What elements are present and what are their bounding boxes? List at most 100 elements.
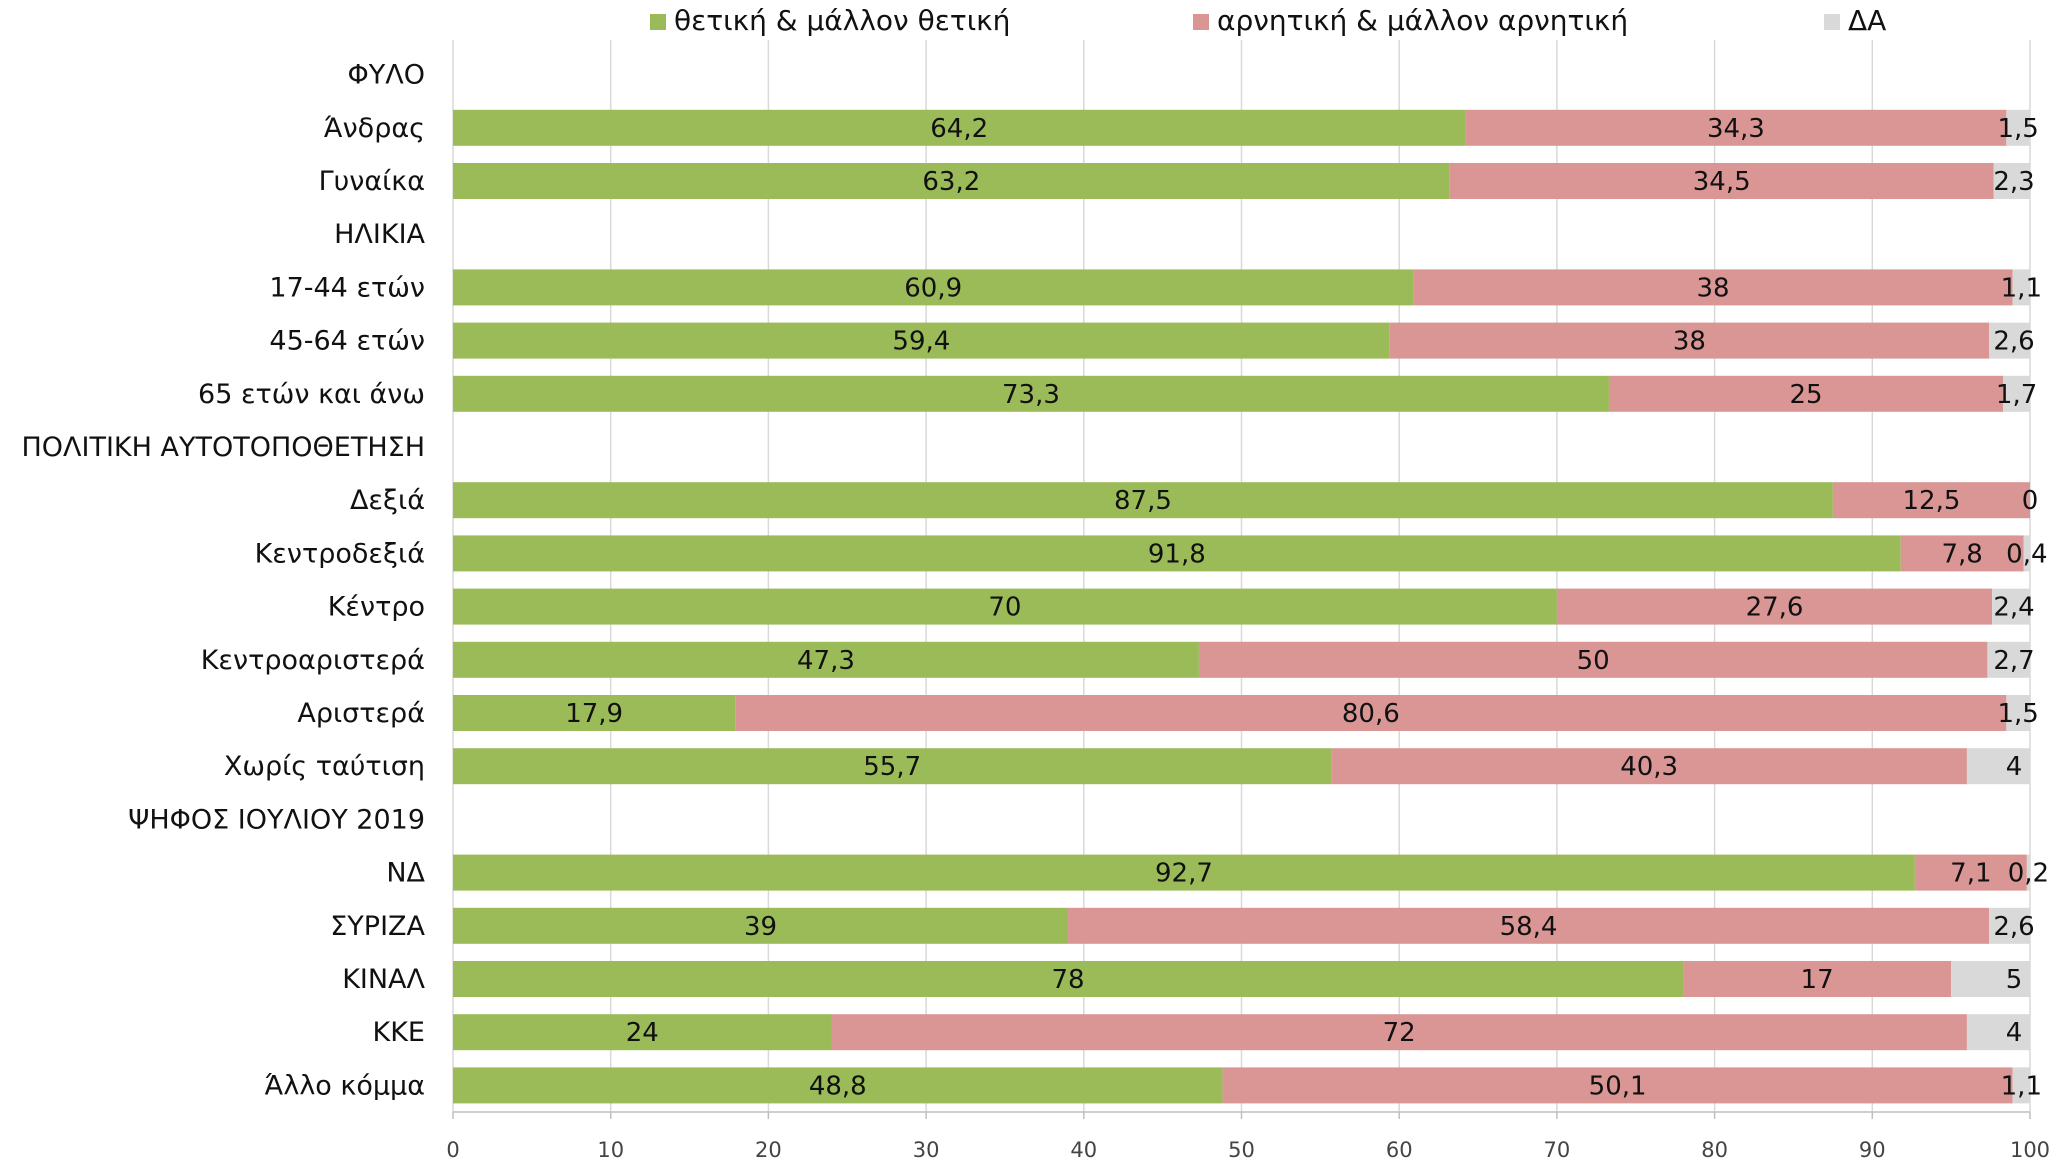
data-label: 4 bbox=[2006, 752, 2023, 782]
category-label: ΝΔ bbox=[386, 858, 425, 889]
legend-label: θετική & μάλλον θετική bbox=[674, 4, 1010, 37]
data-label: 55,7 bbox=[863, 752, 921, 782]
category-labels: ΦΥΛΟ Άνδρας Γυναίκα ΗΛΙΚΙΑ 17-44 ετών 45-64 ε… bbox=[21, 60, 425, 1102]
data-label: 2,4 bbox=[1993, 593, 2034, 623]
legend-swatch bbox=[1824, 14, 1840, 30]
data-label: 80,6 bbox=[1342, 699, 1400, 729]
bar-segment bbox=[1198, 641, 1988, 678]
category-label: 45-64 ετών bbox=[269, 326, 425, 357]
bar-segment bbox=[1389, 322, 1989, 359]
bar-segment bbox=[1992, 588, 2030, 625]
bar-segment bbox=[453, 695, 736, 731]
data-label: 2,7 bbox=[1993, 646, 2034, 676]
data-label: 78 bbox=[1051, 965, 1084, 995]
x-tick-label: 90 bbox=[1859, 1138, 1886, 1162]
bar-segment bbox=[453, 163, 1450, 199]
bar-segment bbox=[453, 1014, 832, 1051]
x-tick-label: 40 bbox=[1070, 1138, 1097, 1162]
data-label: 59,4 bbox=[892, 327, 950, 357]
data-label: 2,6 bbox=[1993, 327, 2034, 357]
bar-segment bbox=[453, 748, 1332, 785]
data-label: 5 bbox=[2006, 965, 2023, 995]
gridlines bbox=[452, 40, 2031, 1112]
bar-segment bbox=[453, 641, 1199, 678]
x-tick-label: 60 bbox=[1386, 1138, 1413, 1162]
data-label: 47,3 bbox=[797, 646, 855, 676]
data-label: 70 bbox=[988, 593, 1021, 623]
data-label: 92,7 bbox=[1155, 859, 1213, 889]
data-label: 1,1 bbox=[2001, 273, 2042, 303]
category-label: 65 ετών και άνω bbox=[198, 379, 425, 410]
data-label: 63,2 bbox=[922, 167, 980, 197]
category-label: Δεξιά bbox=[350, 485, 425, 516]
data-label: 24 bbox=[626, 1018, 659, 1048]
category-label: ΚΚΕ bbox=[373, 1017, 425, 1048]
bar-segment bbox=[453, 1067, 1223, 1104]
x-tick-label: 70 bbox=[1544, 1138, 1571, 1162]
data-label: 1,7 bbox=[1996, 380, 2037, 410]
bar-segment bbox=[453, 854, 1915, 891]
bar-segment bbox=[453, 269, 1414, 306]
bar-segment bbox=[453, 482, 1833, 519]
bar-segment bbox=[1465, 109, 2007, 146]
bar-segment bbox=[1683, 961, 1952, 997]
category-label: Κεντροδεξιά bbox=[255, 538, 425, 569]
data-label: 58,4 bbox=[1500, 912, 1558, 942]
bar-segment bbox=[453, 907, 1069, 944]
bar-segment bbox=[735, 695, 2007, 731]
data-label: 39 bbox=[744, 912, 777, 942]
x-tick-label: 10 bbox=[597, 1138, 624, 1162]
data-label: 48,8 bbox=[809, 1071, 867, 1101]
legend-label: αρνητική & μάλλον αρνητική bbox=[1217, 4, 1628, 37]
category-label: Αριστερά bbox=[297, 698, 425, 729]
data-label: 17,9 bbox=[565, 699, 623, 729]
data-label: 72 bbox=[1383, 1018, 1416, 1048]
data-label: 64,2 bbox=[930, 114, 988, 144]
bar-segment bbox=[1914, 854, 2027, 891]
bar-segment bbox=[453, 375, 1609, 412]
data-label: 38 bbox=[1696, 273, 1729, 303]
data-label: 0,2 bbox=[2008, 859, 2049, 889]
data-label: 73,3 bbox=[1002, 380, 1060, 410]
category-label: ΨΗΦΟΣ ΙΟΥΛΙΟΥ 2019 bbox=[128, 804, 425, 835]
category-label: Γυναίκα bbox=[319, 166, 425, 197]
x-tick-label: 20 bbox=[755, 1138, 782, 1162]
data-label: 50,1 bbox=[1589, 1071, 1647, 1101]
data-label: 87,5 bbox=[1114, 486, 1172, 516]
bar-segment bbox=[1900, 535, 2024, 572]
bar-segment bbox=[2003, 375, 2030, 412]
legend-swatch bbox=[1193, 14, 1209, 30]
bar-segment bbox=[1951, 961, 2030, 997]
bar-segment bbox=[453, 109, 1466, 146]
category-label: Κέντρο bbox=[328, 592, 425, 623]
data-label: 0 bbox=[2022, 486, 2039, 516]
data-label: 27,6 bbox=[1746, 593, 1804, 623]
bars bbox=[453, 109, 2030, 1104]
x-tick-label: 50 bbox=[1228, 1138, 1255, 1162]
bar-segment bbox=[1556, 588, 1993, 625]
bar-segment bbox=[1966, 748, 2030, 785]
data-label: 34,5 bbox=[1693, 167, 1751, 197]
category-label: 17-44 ετών bbox=[269, 272, 425, 303]
bar-segment bbox=[1988, 907, 2030, 944]
bar-segment bbox=[1068, 907, 1989, 944]
category-label: Άλλο κόμμα bbox=[265, 1070, 425, 1101]
data-label: 40,3 bbox=[1620, 752, 1678, 782]
bar-segment bbox=[1832, 482, 2030, 519]
data-label: 1,5 bbox=[1997, 699, 2038, 729]
category-label: ΦΥΛΟ bbox=[348, 60, 425, 91]
data-label: 17 bbox=[1801, 965, 1834, 995]
bar-segment bbox=[1993, 163, 2030, 199]
bar-segment bbox=[2026, 854, 2030, 891]
x-tick-label: 100 bbox=[2010, 1138, 2050, 1162]
bar-segment bbox=[831, 1014, 1967, 1051]
bar-segment bbox=[453, 588, 1557, 625]
data-label: 2,6 bbox=[1993, 912, 2034, 942]
x-tick-label: 0 bbox=[446, 1138, 459, 1162]
data-label: 12,5 bbox=[1902, 486, 1960, 516]
data-label: 38 bbox=[1673, 327, 1706, 357]
category-label: ΚΙΝΑΛ bbox=[342, 964, 425, 995]
data-label: 34,3 bbox=[1707, 114, 1765, 144]
category-label: ΗΛΙΚΙΑ bbox=[334, 219, 425, 250]
